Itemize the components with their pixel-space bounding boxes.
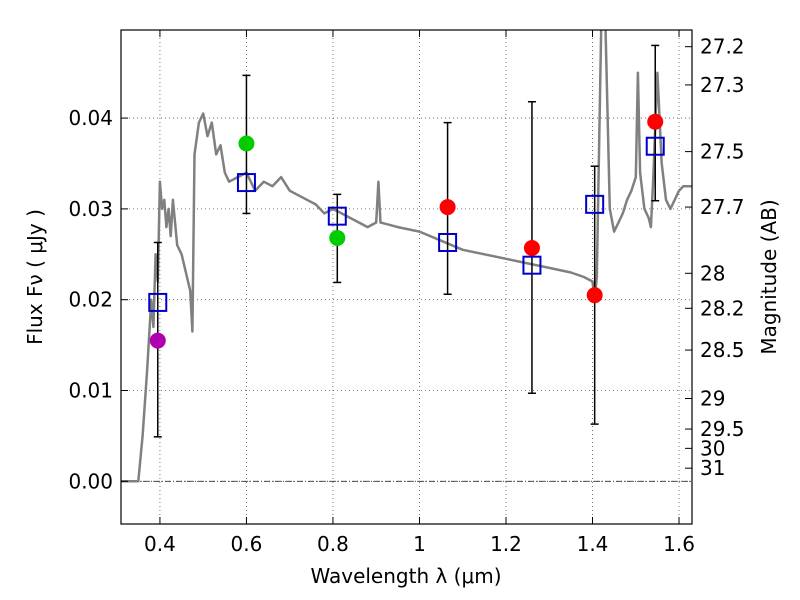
x-axis-label: Wavelength λ (μm) — [310, 564, 501, 588]
x-tick-label: 0.8 — [317, 532, 349, 556]
right-tick-label: 27.2 — [700, 35, 745, 59]
y-tick-label: 0.02 — [68, 288, 113, 312]
x-tick-label: 1 — [413, 532, 426, 556]
photometry-point — [647, 113, 664, 130]
right-tick-label: 28.5 — [700, 338, 745, 362]
model-point — [645, 136, 665, 156]
photometry-point — [238, 135, 255, 152]
data-points — [148, 113, 665, 349]
model-point — [522, 255, 542, 275]
photometry-point — [586, 287, 603, 304]
y-tick-label: 0.01 — [68, 379, 113, 403]
plot-marks — [121, 30, 692, 483]
y-tick-label: 0.00 — [68, 469, 113, 493]
x-axis-ticks: 0.4 0.6 0.8 1 1.2 1.4 1.6 — [144, 30, 695, 556]
right-tick-label: 29 — [700, 387, 725, 411]
model-point — [438, 232, 458, 252]
photometry-point — [329, 229, 346, 246]
x-tick-label: 1.4 — [577, 532, 609, 556]
y-tick-label: 0.04 — [68, 106, 113, 130]
right-tick-label: 27.7 — [700, 195, 745, 219]
model-point — [585, 194, 605, 214]
photometry-point — [439, 199, 456, 216]
model-point — [327, 206, 347, 226]
y-tick-label: 0.03 — [68, 197, 113, 221]
photometry-point — [523, 239, 540, 256]
x-tick-label: 0.4 — [144, 532, 176, 556]
x-tick-label: 1.2 — [490, 532, 522, 556]
model-point — [236, 173, 256, 193]
photometry-point — [149, 332, 166, 349]
right-tick-label: 27.3 — [700, 73, 745, 97]
right-tick-label: 29.5 — [700, 417, 745, 441]
right-tick-label: 31 — [700, 456, 725, 480]
right-tick-label: 27.5 — [700, 140, 745, 164]
plot-frame — [120, 29, 693, 525]
model-point — [148, 292, 168, 312]
x-tick-label: 1.6 — [663, 532, 695, 556]
right-tick-label: 28.2 — [700, 296, 745, 320]
right-tick-label: 28 — [700, 261, 725, 285]
x-tick-label: 0.6 — [231, 532, 263, 556]
y-axis-ticks: 0.00 0.01 0.02 0.03 0.04 — [68, 106, 128, 493]
right-tick-label: 30 — [700, 436, 725, 460]
gridlines — [121, 30, 692, 524]
y-axis-label: Flux Fν ( μJy ) — [23, 209, 47, 345]
spectrum-line — [121, 30, 692, 483]
right-axis-label: Magnitude (AB) — [757, 199, 781, 354]
